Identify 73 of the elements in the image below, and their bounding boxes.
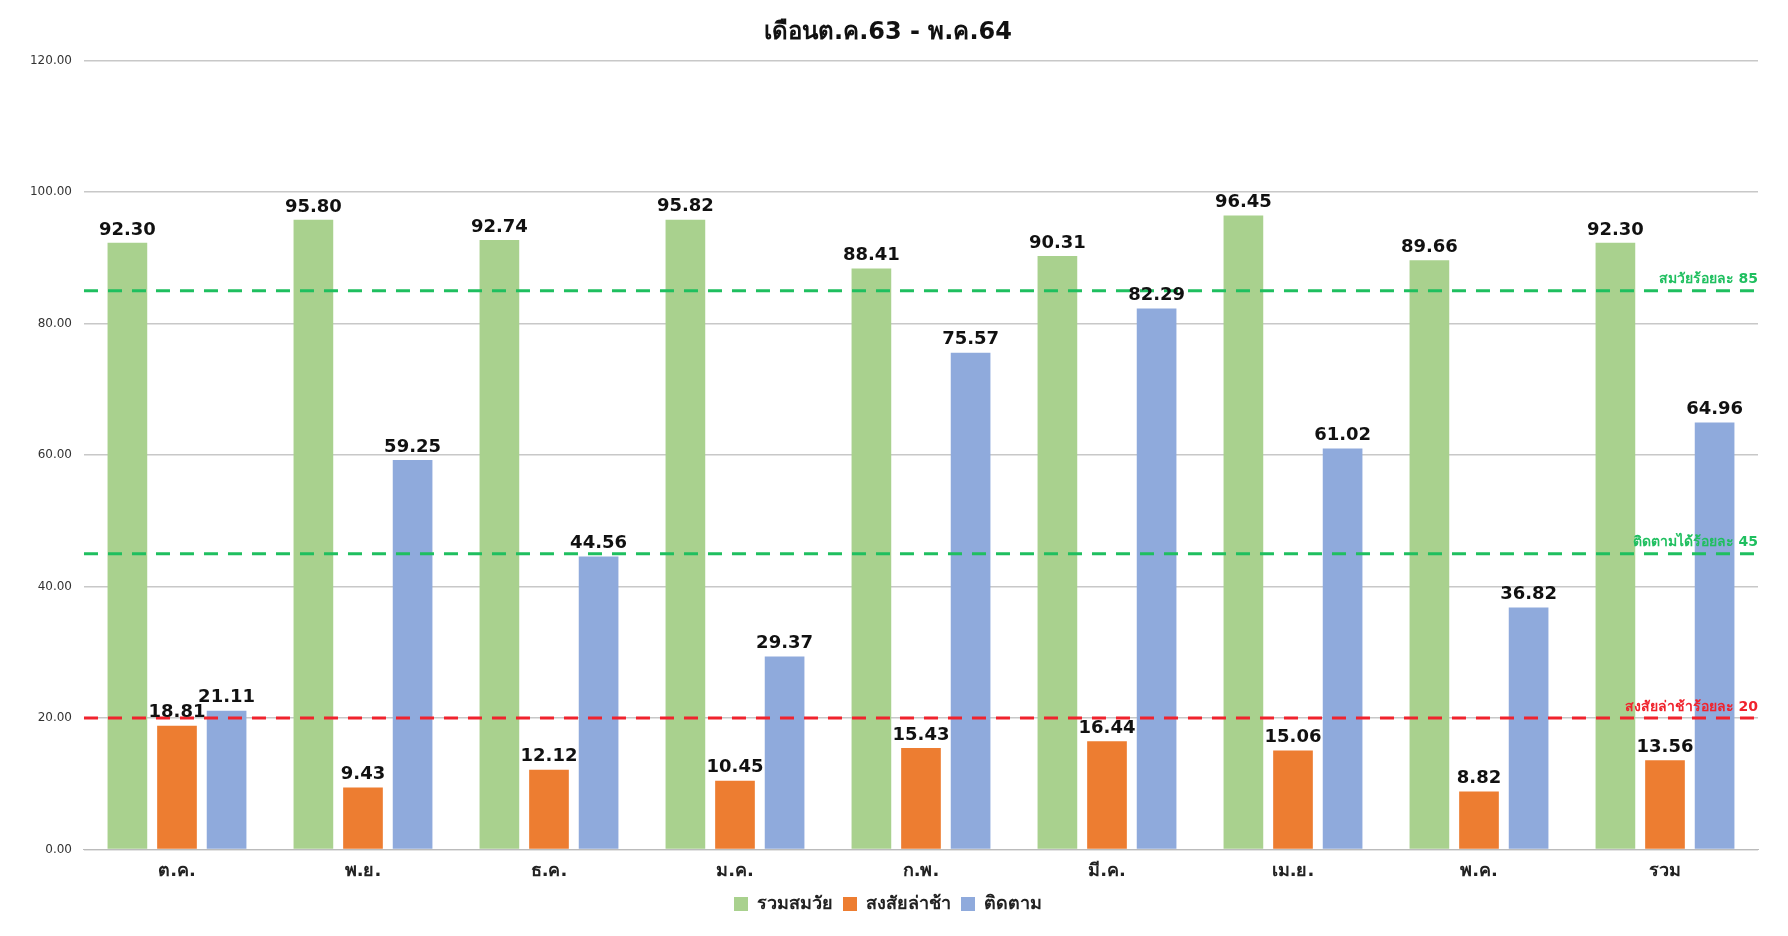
y-tick-label: 20.00 [37,710,72,725]
x-tick-label: ต.ค. [158,858,196,880]
bar [851,268,892,849]
bar [1508,607,1549,849]
data-label: 12.12 [520,744,578,766]
data-label: 96.45 [1214,190,1272,212]
data-label: 92.30 [1586,217,1644,239]
data-label: 90.31 [1028,230,1086,252]
bar [1459,791,1499,849]
bar [392,460,433,849]
bar [343,787,383,849]
data-label: 44.56 [570,531,628,553]
ref-line-label: ติดตามได้ร้อยละ 45 [1632,532,1758,550]
data-label: 89.66 [1400,234,1458,256]
ref-line-label: สมวัยร้อยละ 85 [1658,270,1758,287]
bar [1273,750,1313,849]
bar [950,352,991,849]
x-tick-label: พ.ย. [344,858,382,880]
bar [107,242,148,849]
data-label: 88.41 [842,243,900,265]
bar [1409,260,1450,849]
data-label: 13.56 [1636,734,1694,756]
y-tick-label: 0.00 [45,841,72,856]
x-tick-label: พ.ค. [1460,858,1498,880]
x-tick-label: มี.ค. [1088,858,1126,880]
x-tick-label: ก.พ. [902,858,940,880]
bar [578,556,619,849]
x-tick-label: เม.ย. [1271,858,1315,880]
data-label: 61.02 [1314,423,1372,445]
x-tick-label: ม.ค. [716,858,754,880]
data-label: 29.37 [756,631,814,653]
bar [1322,448,1363,849]
legend-label: ติดตาม [984,891,1042,913]
x-tick-label: รวม [1649,858,1681,880]
bar [764,656,805,849]
data-label: 92.30 [98,217,156,239]
bar [665,219,706,849]
bar [1037,255,1078,849]
data-label: 8.82 [1456,766,1502,788]
data-label: 82.29 [1128,283,1186,305]
bar [1645,760,1685,849]
chart-title: เดือนต.ค.63 - พ.ค.64 [764,16,1012,45]
bar [529,769,569,849]
data-label: 15.43 [892,722,950,744]
legend-label: สงสัยล่าช้า [866,891,951,913]
y-tick-label: 100.00 [29,184,72,199]
data-label: 95.82 [656,194,714,216]
y-tick-label: 60.00 [37,447,72,462]
bar [157,725,197,849]
x-tick-label: ธ.ค. [530,858,568,880]
data-label: 9.43 [340,762,386,784]
data-label: 16.44 [1078,716,1136,738]
bar [293,219,334,849]
data-label: 75.57 [942,327,1000,349]
bar [715,780,755,849]
data-label: 10.45 [706,755,764,777]
bar [1223,215,1264,849]
y-tick-label: 120.00 [29,52,72,67]
bar [901,748,941,849]
data-label: 59.25 [384,434,442,456]
data-label: 64.96 [1686,397,1744,419]
bar [479,239,520,849]
bar [1087,741,1127,849]
data-label: 95.80 [284,194,342,216]
ref-line-label: สงสัยล่าช้าร้อยละ 20 [1624,697,1759,714]
y-tick-label: 80.00 [37,315,72,330]
data-label: 92.74 [470,214,528,236]
data-label: 15.06 [1264,725,1322,747]
data-label: 36.82 [1500,582,1558,604]
bar [1136,308,1177,849]
y-tick-label: 40.00 [37,578,72,593]
legend-label: รวมสมวัย [757,891,833,913]
bar [206,710,247,849]
